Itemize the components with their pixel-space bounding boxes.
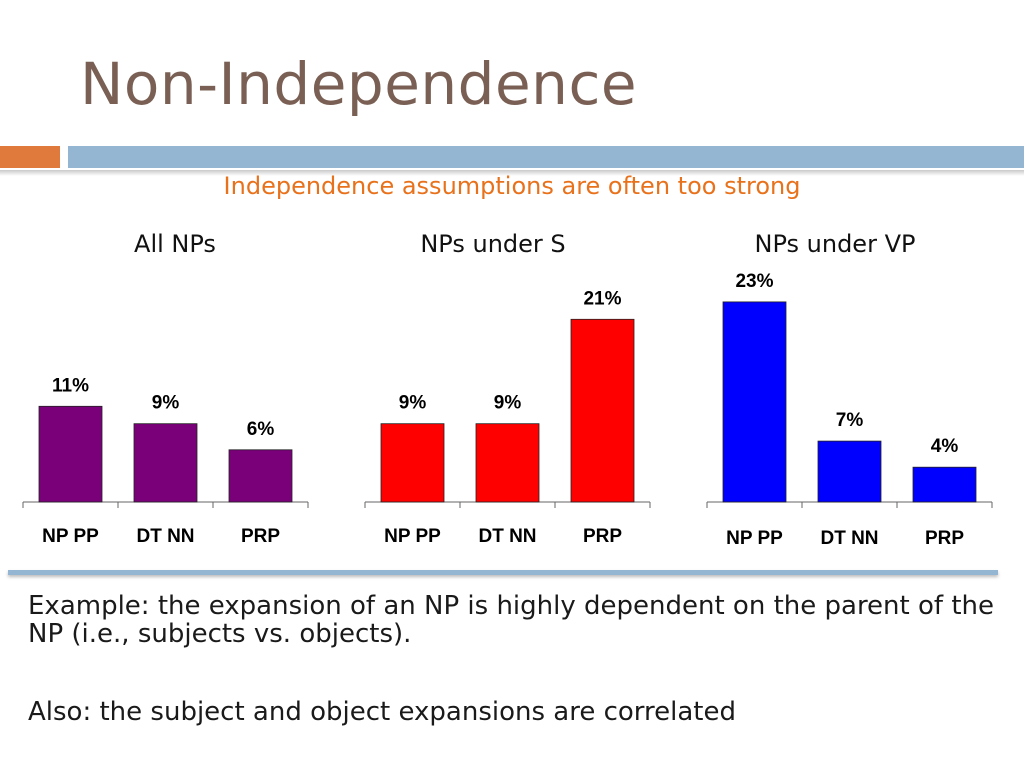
slide-title: Non-Independence: [80, 50, 638, 118]
bar: [228, 449, 293, 503]
data-label: 23%: [735, 271, 773, 292]
bar-charts: 11% NP PP 9% DT NN 6% PRP 9% NP PP 9% DT NN 21% PRP…: [22, 271, 993, 549]
bar: [570, 318, 635, 503]
bar: [38, 405, 103, 503]
bar: [722, 301, 787, 503]
category-label: NP PP: [42, 526, 99, 547]
correlation-text: Also: the subject and object expansions …: [28, 697, 737, 727]
accent-bar: [0, 146, 60, 168]
category-label: NP PP: [384, 526, 441, 547]
category-label: DT NN: [820, 528, 878, 549]
example-text: Example: the expansion of an NP is highl…: [28, 591, 994, 649]
data-label: 9%: [399, 393, 427, 414]
chart-title-nps-under-vp: NPs under VP: [754, 230, 916, 258]
bar: [912, 466, 977, 503]
category-label: DT NN: [136, 526, 194, 547]
data-label: 9%: [152, 393, 180, 414]
data-label: 6%: [247, 419, 275, 440]
chart-title-nps-under-s: NPs under S: [420, 230, 566, 258]
bar: [133, 423, 198, 503]
data-label: 9%: [494, 393, 522, 414]
bar: [817, 440, 882, 503]
data-label: 21%: [583, 288, 621, 309]
category-label: PRP: [583, 526, 622, 547]
data-label: 4%: [931, 436, 959, 457]
divider-rule: [8, 570, 998, 575]
bar: [475, 423, 540, 503]
data-label: 11%: [52, 375, 89, 396]
header-band: [68, 146, 1024, 168]
bar: [380, 423, 445, 503]
category-label: PRP: [925, 528, 964, 549]
header-band-shadow: [0, 170, 1024, 176]
category-label: DT NN: [478, 526, 536, 547]
slide-subtitle: Independence assumptions are often too s…: [223, 172, 801, 200]
chart-title-all-nps: All NPs: [134, 230, 216, 258]
data-label: 7%: [836, 410, 864, 431]
category-label: NP PP: [726, 528, 783, 549]
category-label: PRP: [241, 526, 280, 547]
